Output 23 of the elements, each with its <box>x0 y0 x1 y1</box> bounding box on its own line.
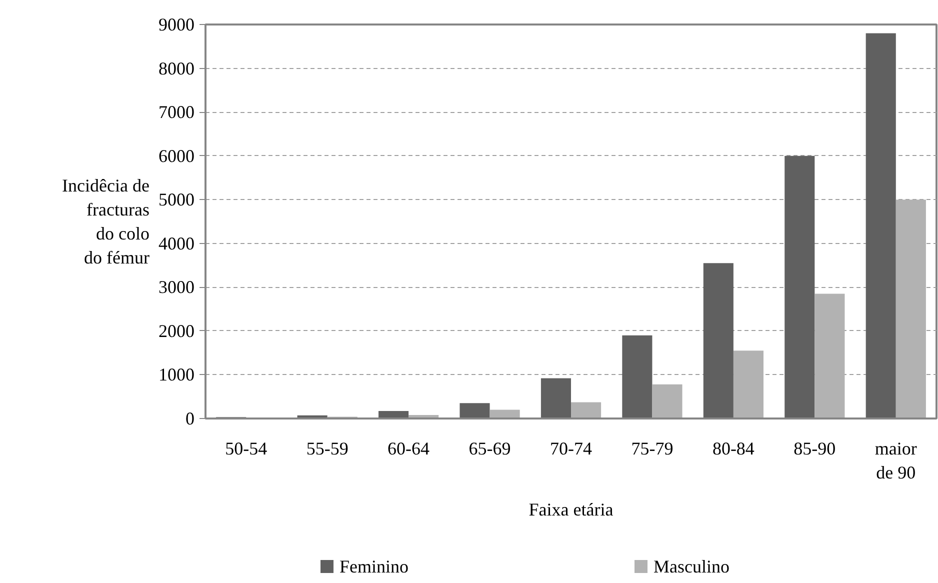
legend-label: Masculino <box>654 556 730 576</box>
y-tick-label: 2000 <box>158 320 194 341</box>
y-tick-label: 4000 <box>158 233 194 254</box>
x-tick-label: 60-64 <box>388 438 430 458</box>
y-tick-label: 5000 <box>158 190 194 210</box>
y-tick-label: 3000 <box>158 277 194 298</box>
x-axis-title: Faixa etária <box>528 500 614 520</box>
x-tick-label: maior de 90 <box>874 438 917 482</box>
x-tick-label: 70-74 <box>550 438 592 458</box>
x-tick-label: 55-59 <box>306 438 348 458</box>
x-tick-label: 65-69 <box>468 438 511 458</box>
y-tick-label: 7000 <box>158 102 194 122</box>
y-tick-label: 6000 <box>158 146 194 166</box>
y-tick-label: 8000 <box>158 58 194 78</box>
legend-label: Feminino <box>340 556 409 576</box>
x-tick-label: 80-84 <box>712 438 754 458</box>
y-tick-label: 0 <box>186 408 194 428</box>
x-tick-label: 75-79 <box>631 438 674 458</box>
x-tick-label: 85-90 <box>794 438 836 458</box>
y-tick-label: 9000 <box>158 14 194 34</box>
y-axis-title: Incidêcia de fracturas do colo do fémur <box>62 176 150 268</box>
y-tick-label: 1000 <box>158 364 194 385</box>
x-tick-label: 50-54 <box>225 438 268 458</box>
